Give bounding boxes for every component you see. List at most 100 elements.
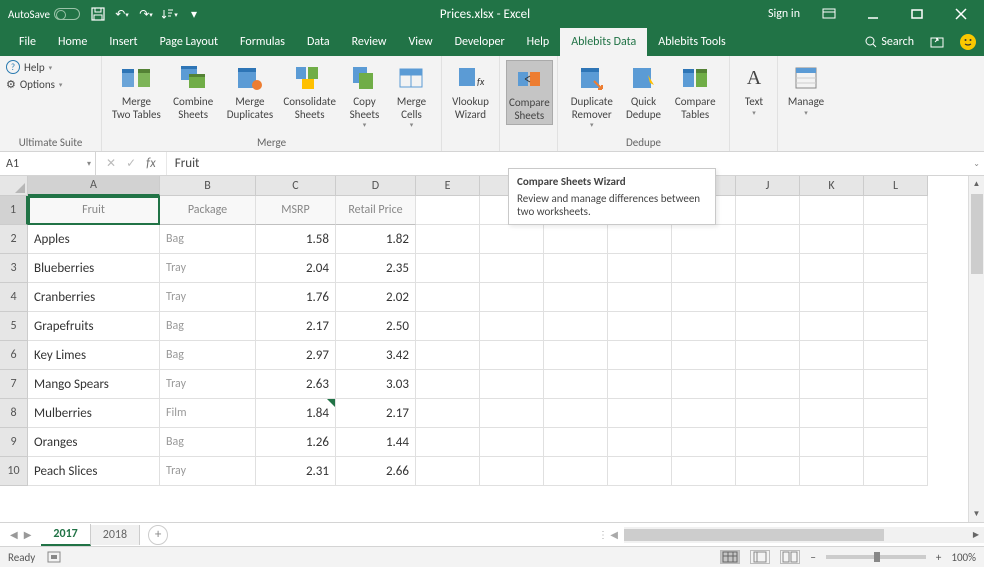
cell-C9[interactable]: 1.26 xyxy=(256,428,336,457)
cell-H10[interactable] xyxy=(608,457,672,486)
cell-K6[interactable] xyxy=(800,341,864,370)
cell-C2[interactable]: 1.58 xyxy=(256,225,336,254)
ribbon-display-icon[interactable] xyxy=(814,4,844,24)
text-button[interactable]: AText▾ xyxy=(736,60,772,119)
save-icon[interactable] xyxy=(90,6,106,22)
row-header-2[interactable]: 2 xyxy=(0,225,28,254)
cell-H9[interactable] xyxy=(608,428,672,457)
column-header-J[interactable]: J xyxy=(736,176,800,196)
cell-B2[interactable]: Bag xyxy=(160,225,256,254)
cell-D6[interactable]: 3.42 xyxy=(336,341,416,370)
cell-I7[interactable] xyxy=(672,370,736,399)
cell-H3[interactable] xyxy=(608,254,672,283)
duplicate-remover-button[interactable]: Duplicate Remover▾ xyxy=(564,60,620,131)
cell-I10[interactable] xyxy=(672,457,736,486)
cell-I2[interactable] xyxy=(672,225,736,254)
cell-J8[interactable] xyxy=(736,399,800,428)
row-header-1[interactable]: 1 xyxy=(0,196,28,225)
menu-tab-formulas[interactable]: Formulas xyxy=(229,28,296,56)
cell-K8[interactable] xyxy=(800,399,864,428)
redo-icon[interactable]: ↷▾ xyxy=(138,6,154,22)
cell-I3[interactable] xyxy=(672,254,736,283)
cell-J7[interactable] xyxy=(736,370,800,399)
cell-H5[interactable] xyxy=(608,312,672,341)
page-break-view-button[interactable] xyxy=(780,550,800,564)
cell-I8[interactable] xyxy=(672,399,736,428)
cell-L4[interactable] xyxy=(864,283,928,312)
sheet-tab-2018[interactable]: 2018 xyxy=(91,525,140,545)
cell-F9[interactable] xyxy=(480,428,544,457)
cell-K3[interactable] xyxy=(800,254,864,283)
cell-D3[interactable]: 2.35 xyxy=(336,254,416,283)
menu-tab-page-layout[interactable]: Page Layout xyxy=(149,28,229,56)
row-header-6[interactable]: 6 xyxy=(0,341,28,370)
menu-tab-ablebits-data[interactable]: Ablebits Data xyxy=(560,28,647,56)
cell-H4[interactable] xyxy=(608,283,672,312)
cell-L5[interactable] xyxy=(864,312,928,341)
row-header-4[interactable]: 4 xyxy=(0,283,28,312)
cell-A9[interactable]: Oranges xyxy=(28,428,160,457)
next-sheet-icon[interactable]: ▶ xyxy=(24,528,32,541)
cell-C3[interactable]: 2.04 xyxy=(256,254,336,283)
cell-G6[interactable] xyxy=(544,341,608,370)
horizontal-scrollbar[interactable]: ▶ xyxy=(624,527,984,543)
help-button[interactable]: ?Help ▾ xyxy=(6,60,95,74)
cell-A3[interactable]: Blueberries xyxy=(28,254,160,283)
cell-A6[interactable]: Key Limes xyxy=(28,341,160,370)
cell-K9[interactable] xyxy=(800,428,864,457)
cell-I5[interactable] xyxy=(672,312,736,341)
cell-E2[interactable] xyxy=(416,225,480,254)
cell-J2[interactable] xyxy=(736,225,800,254)
consolidate-sheets-button[interactable]: Consolidate Sheets xyxy=(278,60,341,123)
cell-G4[interactable] xyxy=(544,283,608,312)
column-header-D[interactable]: D xyxy=(336,176,416,196)
cell-A5[interactable]: Grapefruits xyxy=(28,312,160,341)
autosave-toggle[interactable]: AutoSave xyxy=(8,8,80,21)
cell-B9[interactable]: Bag xyxy=(160,428,256,457)
cell-B7[interactable]: Tray xyxy=(160,370,256,399)
cell-B5[interactable]: Bag xyxy=(160,312,256,341)
cell-E7[interactable] xyxy=(416,370,480,399)
cell-A8[interactable]: Mulberries xyxy=(28,399,160,428)
macro-icon[interactable] xyxy=(47,551,61,563)
cell-H7[interactable] xyxy=(608,370,672,399)
cell-F8[interactable] xyxy=(480,399,544,428)
cell-G10[interactable] xyxy=(544,457,608,486)
zoom-in-button[interactable]: + xyxy=(936,551,941,564)
copy-sheets-button[interactable]: Copy Sheets▾ xyxy=(341,60,388,131)
cell-E9[interactable] xyxy=(416,428,480,457)
compare-sheets-button[interactable]: Compare Sheets xyxy=(506,60,553,125)
cell-K10[interactable] xyxy=(800,457,864,486)
row-header-10[interactable]: 10 xyxy=(0,457,28,486)
enter-formula-icon[interactable]: ✓ xyxy=(126,156,136,171)
close-icon[interactable] xyxy=(946,4,976,24)
smiley-icon[interactable] xyxy=(960,34,976,50)
cell-L1[interactable] xyxy=(864,196,928,225)
cell-A2[interactable]: Apples xyxy=(28,225,160,254)
cell-L6[interactable] xyxy=(864,341,928,370)
column-header-E[interactable]: E xyxy=(416,176,480,196)
cell-I4[interactable] xyxy=(672,283,736,312)
cell-L8[interactable] xyxy=(864,399,928,428)
cell-E5[interactable] xyxy=(416,312,480,341)
undo-icon[interactable]: ↶▾ xyxy=(114,6,130,22)
cell-C4[interactable]: 1.76 xyxy=(256,283,336,312)
cell-A7[interactable]: Mango Spears xyxy=(28,370,160,399)
menu-tab-developer[interactable]: Developer xyxy=(444,28,516,56)
cell-B6[interactable]: Bag xyxy=(160,341,256,370)
manage-button[interactable]: Manage▾ xyxy=(784,60,828,119)
cell-B1[interactable]: Package xyxy=(160,196,256,225)
cell-G3[interactable] xyxy=(544,254,608,283)
minimize-icon[interactable] xyxy=(858,4,888,24)
maximize-icon[interactable] xyxy=(902,4,932,24)
cell-C7[interactable]: 2.63 xyxy=(256,370,336,399)
cell-F2[interactable] xyxy=(480,225,544,254)
cell-L3[interactable] xyxy=(864,254,928,283)
cell-L7[interactable] xyxy=(864,370,928,399)
expand-formula-icon[interactable]: ⌄ xyxy=(973,159,980,169)
row-header-7[interactable]: 7 xyxy=(0,370,28,399)
cell-J3[interactable] xyxy=(736,254,800,283)
cell-A4[interactable]: Cranberries xyxy=(28,283,160,312)
sheet-tab-2017[interactable]: 2017 xyxy=(41,524,90,546)
cell-F5[interactable] xyxy=(480,312,544,341)
